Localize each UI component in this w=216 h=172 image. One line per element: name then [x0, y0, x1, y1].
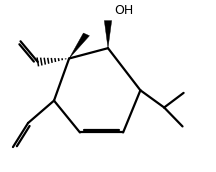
Polygon shape: [69, 33, 89, 58]
Text: OH: OH: [114, 4, 134, 17]
Polygon shape: [104, 21, 112, 48]
